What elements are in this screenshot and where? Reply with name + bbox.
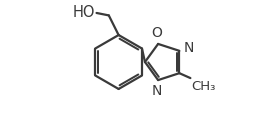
Text: HO: HO: [73, 5, 95, 20]
Text: CH₃: CH₃: [191, 80, 215, 93]
Text: N: N: [184, 41, 194, 55]
Text: N: N: [152, 84, 162, 98]
Text: O: O: [152, 26, 162, 40]
